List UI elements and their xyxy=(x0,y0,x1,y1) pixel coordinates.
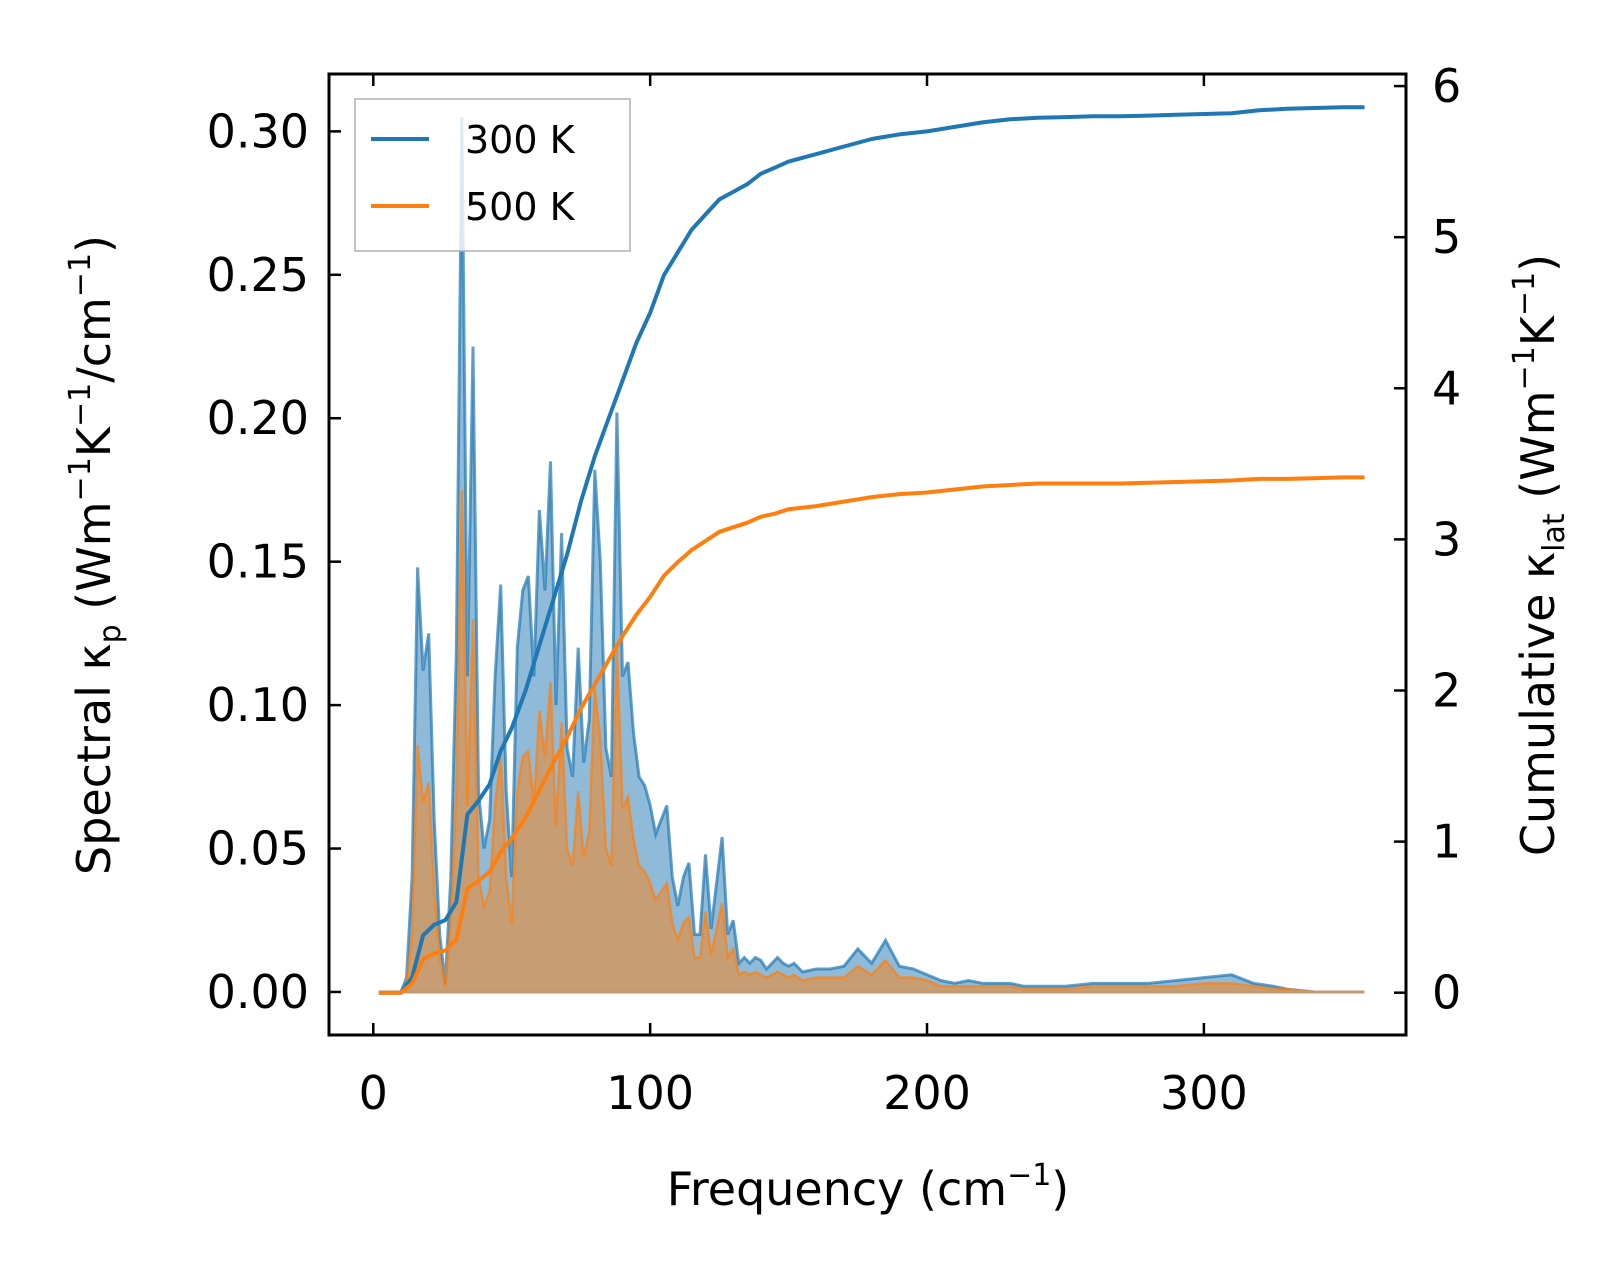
y-left-tick-label: 0.20 xyxy=(207,391,309,445)
spectral-300k-line xyxy=(378,116,1315,994)
legend-label-300k: 300 K xyxy=(465,118,576,162)
plot-frame xyxy=(327,72,1408,1037)
y-axis-left-label: Spectral κp (Wm−1K−1/cm−1) xyxy=(63,235,128,875)
y-left-tick-label: 0.00 xyxy=(207,965,309,1019)
y-axis-right: 0 1 2 3 4 5 6 xyxy=(1394,59,1461,1020)
y-right-tick-label: 3 xyxy=(1432,512,1461,566)
x-axis-label: Frequency (cm−1) xyxy=(667,1158,1070,1216)
cumulative-300k-line xyxy=(378,105,1365,995)
x-tick-label: 300 xyxy=(1160,1066,1248,1120)
spectral-500k-area xyxy=(378,490,1315,992)
x-axis: 0 100 200 300 xyxy=(359,74,1248,1120)
y-left-tick-label: 0.10 xyxy=(207,678,309,732)
y-right-tick-label: 2 xyxy=(1432,663,1461,717)
x-tick-label: 0 xyxy=(359,1066,388,1120)
x-tick-label: 100 xyxy=(606,1066,694,1120)
x-tick-label: 200 xyxy=(883,1066,971,1120)
y-axis-left: 0.00 0.05 0.10 0.15 0.20 0.25 0.30 xyxy=(207,104,341,1019)
y-left-tick-label: 0.15 xyxy=(207,535,309,589)
spectral-500k-line xyxy=(378,489,1315,994)
y-left-tick-label: 0.05 xyxy=(207,822,309,876)
y-left-tick-label: 0.25 xyxy=(207,248,309,302)
y-right-tick-label: 0 xyxy=(1432,966,1461,1020)
y-right-tick-label: 4 xyxy=(1432,361,1461,415)
y-right-tick-label: 5 xyxy=(1432,210,1461,264)
legend: 300 K 500 K xyxy=(354,98,631,252)
legend-label-500k: 500 K xyxy=(465,185,576,229)
legend-box xyxy=(354,98,631,252)
y-right-tick-label: 1 xyxy=(1432,815,1461,869)
cumulative-500k-line xyxy=(378,475,1365,995)
y-axis-right-label: Cumulative κlat (Wm−1K−1) xyxy=(1507,254,1572,856)
y-left-tick-label: 0.30 xyxy=(207,104,309,158)
y-right-tick-label: 6 xyxy=(1432,59,1461,113)
